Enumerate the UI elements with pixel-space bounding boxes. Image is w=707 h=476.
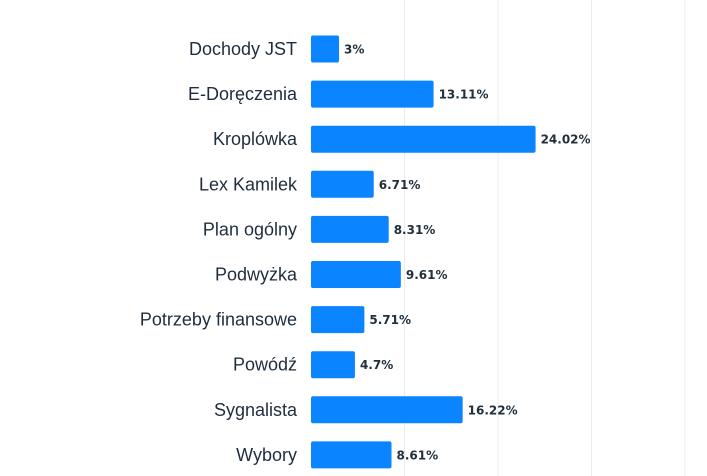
value-label: 9.61% xyxy=(406,268,448,282)
bar-3 xyxy=(311,170,374,198)
value-label: 8.61% xyxy=(397,448,439,462)
value-label: 13.11% xyxy=(439,88,489,102)
value-label: 8.31% xyxy=(394,223,436,237)
bar-2 xyxy=(311,125,536,153)
bar-6 xyxy=(311,306,365,334)
bar-7 xyxy=(311,351,355,379)
bar-0 xyxy=(311,35,340,63)
bar-5 xyxy=(311,261,401,288)
bar-1 xyxy=(311,80,434,108)
category-label: Lex Kamilek xyxy=(199,174,298,194)
category-label: Plan ogólny xyxy=(203,219,297,239)
value-label: 5.71% xyxy=(369,313,411,327)
bar-8 xyxy=(311,396,463,424)
category-label: Wybory xyxy=(236,445,297,465)
value-label: 6.71% xyxy=(379,178,421,192)
bar-9 xyxy=(311,441,392,469)
value-label: 4.7% xyxy=(360,358,393,372)
category-label: Podwyżka xyxy=(215,265,298,285)
category-label: Kroplówka xyxy=(213,129,298,149)
category-label: Dochody JST xyxy=(189,39,297,59)
value-label: 3% xyxy=(344,43,364,57)
category-label: Potrzeby finansowe xyxy=(140,310,297,330)
category-label: E-Doręczenia xyxy=(188,84,298,104)
category-label: Powódź xyxy=(233,355,297,375)
value-label: 16.22% xyxy=(468,403,518,417)
value-label: 24.02% xyxy=(541,133,591,147)
category-label: Sygnalista xyxy=(214,400,298,420)
bar-4 xyxy=(311,215,389,243)
